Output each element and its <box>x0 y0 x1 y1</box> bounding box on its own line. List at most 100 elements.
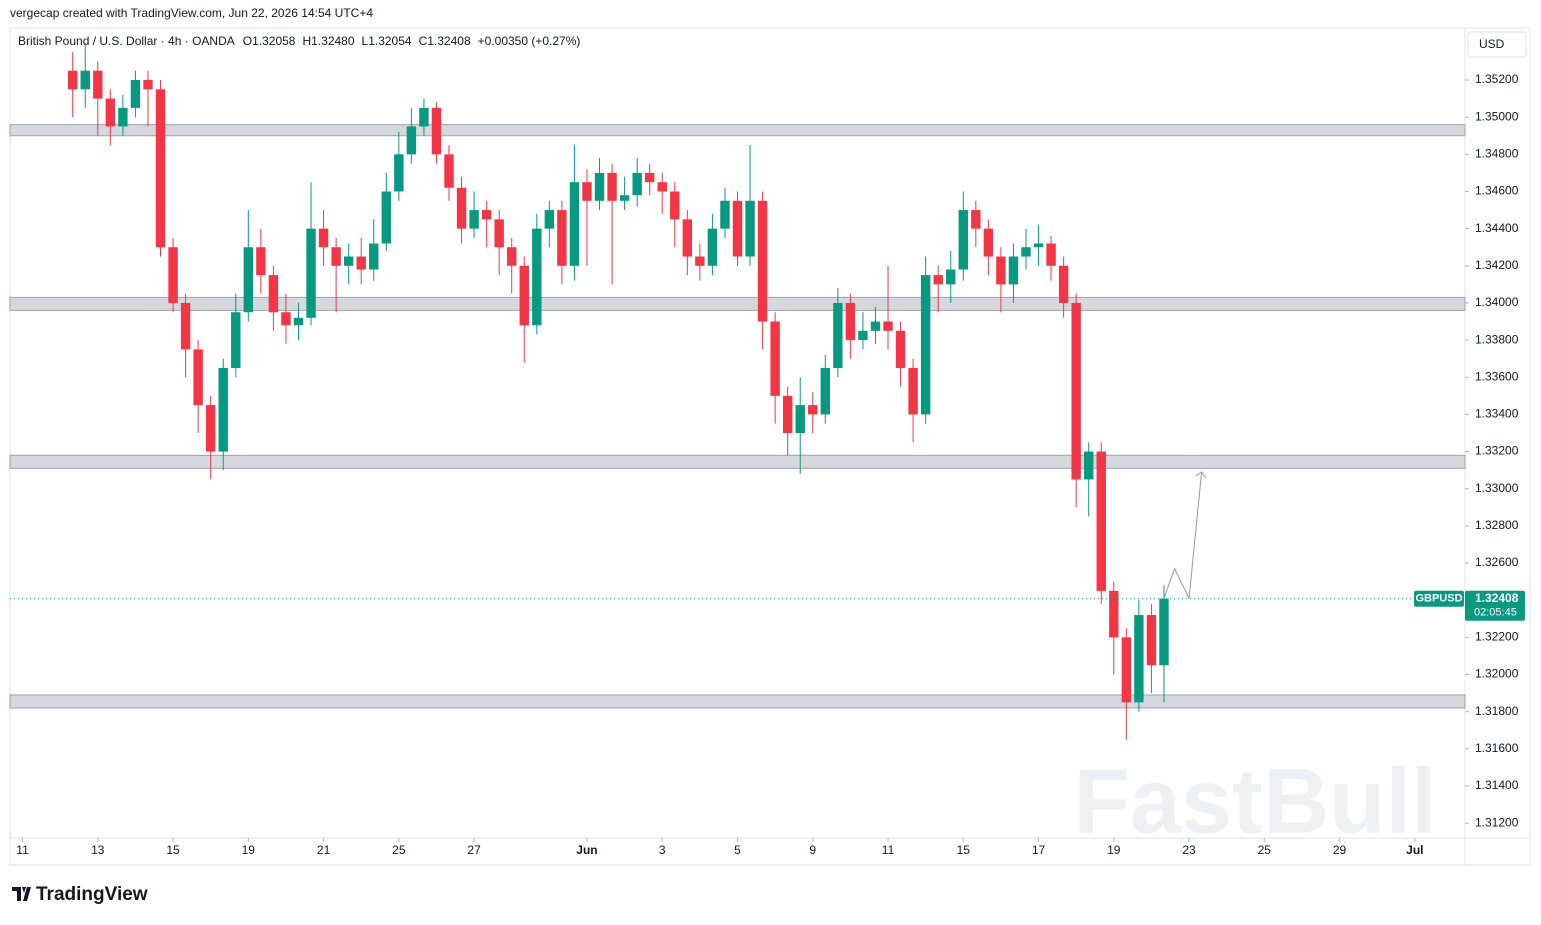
currency-box[interactable] <box>1467 31 1527 58</box>
candle-body <box>996 256 1006 285</box>
candle-body <box>444 154 454 188</box>
countdown: 02:05:45 <box>1474 607 1517 619</box>
symbol-badge <box>1414 590 1464 607</box>
y-tick-label: 1.31800 <box>1475 704 1519 718</box>
support-resistance-zone <box>9 124 1466 137</box>
ohlc-value: H1.32480 <box>302 34 354 48</box>
candle-body <box>782 395 793 433</box>
candle-body <box>557 210 567 266</box>
ohlc-value: C1.32408 <box>419 34 471 48</box>
y-tick-label: 1.33600 <box>1475 369 1519 383</box>
legend: British Pound / U.S. Dollar · 4h · OANDA… <box>18 34 580 48</box>
price-badge <box>1465 590 1525 621</box>
candle-body <box>243 247 254 313</box>
candle-body <box>619 195 630 201</box>
support-resistance-zone <box>9 694 1466 709</box>
x-tick-label: 5 <box>734 843 741 857</box>
credit: vergecap created with TradingView.com, J… <box>10 6 373 20</box>
symbol-label: GBPUSD <box>1415 593 1462 605</box>
y-tick-label: 1.33800 <box>1475 332 1519 346</box>
candle-body <box>695 256 705 266</box>
candle-body <box>1071 302 1081 480</box>
candle-body <box>845 302 856 341</box>
candle-body <box>795 405 805 433</box>
support-resistance-zone <box>9 454 1466 469</box>
candle-body <box>607 172 617 201</box>
candle-body <box>130 80 141 108</box>
candle-body <box>456 187 467 229</box>
brand: TradingView <box>36 884 148 905</box>
candle-body <box>419 107 429 127</box>
candle-body <box>193 349 203 406</box>
x-tick-label: 15 <box>957 843 971 857</box>
candle-body <box>1109 590 1119 638</box>
candle-body <box>469 210 479 229</box>
candle-body <box>180 302 191 350</box>
candle-body <box>343 256 354 266</box>
candle-body <box>920 275 931 415</box>
candle-body <box>406 126 417 155</box>
x-tick-label: 11 <box>16 843 29 857</box>
y-tick-label: 1.35200 <box>1475 72 1519 86</box>
candle-body <box>205 405 216 452</box>
watermark: FastBull <box>1074 750 1437 852</box>
candle-body <box>80 70 90 90</box>
logo <box>12 887 31 901</box>
logo-icon <box>12 887 31 901</box>
ohlc-value: O1.32058 <box>243 34 296 48</box>
x-tick-label: 19 <box>1107 843 1121 857</box>
y-tick-label: 1.35000 <box>1475 109 1519 123</box>
y-tick-label: 1.34600 <box>1475 184 1519 198</box>
candle-body <box>1058 265 1069 303</box>
x-tick-label: 3 <box>659 843 666 857</box>
candle-body <box>369 243 379 270</box>
candle-body <box>381 191 391 244</box>
candle-body <box>93 70 103 99</box>
y-tick-label: 1.32800 <box>1475 518 1519 532</box>
x-tick-label: 21 <box>317 843 331 857</box>
x-tick-label: Jul <box>1406 843 1423 857</box>
last-price-label: 1.32408 <box>1475 591 1519 605</box>
candle-body <box>808 405 818 415</box>
candle-body <box>1096 451 1106 591</box>
candle-body <box>1046 243 1056 266</box>
candle-body <box>971 210 981 229</box>
y-tick-label: 1.33200 <box>1475 444 1519 458</box>
candle-body <box>1121 637 1132 703</box>
x-tick-label: 13 <box>91 843 105 857</box>
y-tick-label: 1.32600 <box>1475 555 1519 569</box>
y-tick-label: 1.33400 <box>1475 407 1519 421</box>
candle-body <box>293 317 304 326</box>
candle-body <box>218 367 228 452</box>
candle-body <box>1084 451 1094 480</box>
candle-body <box>833 302 843 368</box>
x-tick-label: 29 <box>1333 843 1347 857</box>
candle-body <box>481 210 492 220</box>
candle-body <box>682 219 693 257</box>
candle-body <box>770 321 780 396</box>
candle-body <box>908 367 918 415</box>
candle-body <box>644 172 655 183</box>
candle-body <box>331 247 341 266</box>
candle-body <box>670 191 680 220</box>
candle-body <box>507 247 517 266</box>
candle-body <box>394 154 404 192</box>
x-tick-label: Jun <box>576 843 597 857</box>
y-tick-label: 1.31400 <box>1475 778 1519 792</box>
candle-body <box>895 330 906 368</box>
candle-body <box>68 70 78 90</box>
candle-body <box>1021 247 1031 257</box>
candle-body <box>933 275 943 285</box>
candle-body <box>870 321 881 331</box>
candle-body <box>544 210 555 229</box>
x-tick-label: 27 <box>467 843 481 857</box>
x-tick-label: 25 <box>392 843 406 857</box>
y-tick-label: 1.34800 <box>1475 147 1519 161</box>
y-tick-label: 1.32200 <box>1475 630 1519 644</box>
y-tick-label: 1.34400 <box>1475 221 1519 235</box>
currency[interactable]: USD <box>1479 37 1505 51</box>
candle-body <box>858 330 868 341</box>
candle-body <box>569 182 580 266</box>
candle-body <box>155 89 166 248</box>
